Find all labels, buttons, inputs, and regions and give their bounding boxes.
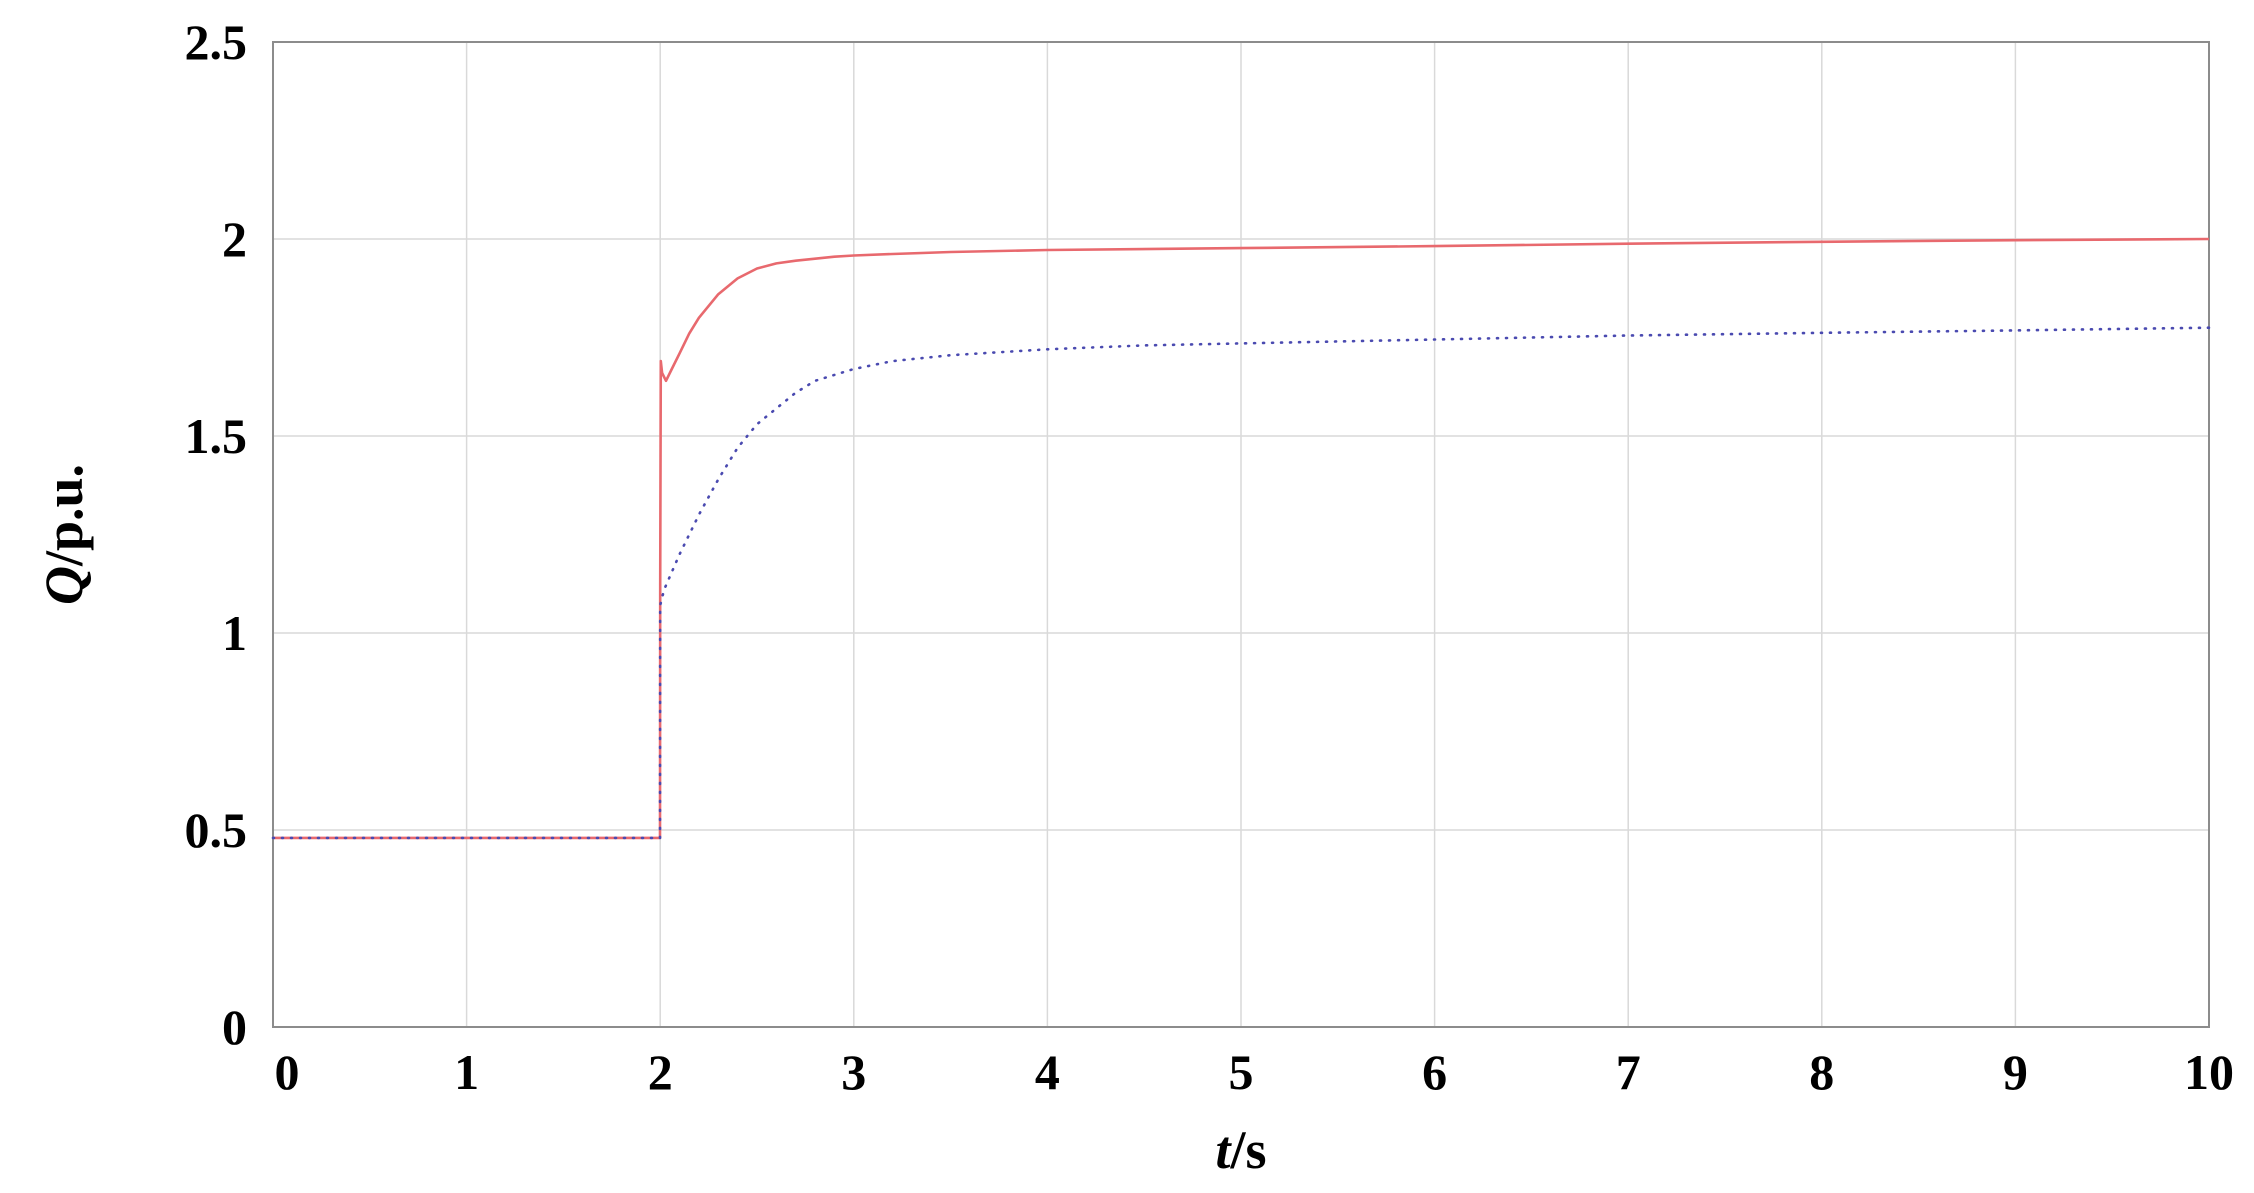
y-axis-label: Q/p.u.	[34, 464, 94, 605]
x-tick-label: 10	[2184, 1044, 2234, 1100]
x-tick-label: 9	[2003, 1044, 2028, 1100]
series-line-1	[273, 237, 2210, 840]
y-tick-label: 2	[222, 211, 247, 267]
y-tick-labels: 0 0.5 1 1.5 2 2.5	[185, 14, 248, 1055]
y-axis-label-symbol: Q	[34, 566, 94, 605]
x-tick-labels: 0 1 2 3 4 5 6 7 8 9 10	[275, 1044, 2235, 1100]
y-tick-label: 0.5	[185, 802, 248, 858]
x-tick-label: 8	[1809, 1044, 1834, 1100]
x-tick-label: 2	[648, 1044, 673, 1100]
x-tick-label: 1	[454, 1044, 479, 1100]
plot-frame	[272, 41, 2210, 1028]
x-tick-label: 0	[275, 1044, 300, 1100]
series-group	[271, 237, 2211, 840]
x-tick-label: 7	[1616, 1044, 1641, 1100]
x-tick-label: 3	[841, 1044, 866, 1100]
x-tick-label: 4	[1035, 1044, 1060, 1100]
x-axis-label: t/s	[1215, 1120, 1266, 1180]
x-tick-label: 5	[1229, 1044, 1254, 1100]
grid	[272, 41, 2210, 1028]
x-axis-label-symbol: t	[1215, 1120, 1232, 1180]
y-tick-label: 2.5	[185, 14, 248, 70]
y-tick-label: 1.5	[185, 408, 248, 464]
y-tick-label: 0	[222, 999, 247, 1055]
y-tick-label: 1	[222, 605, 247, 661]
x-tick-label: 6	[1422, 1044, 1447, 1100]
y-axis-label-unit: /p.u.	[34, 464, 94, 567]
x-axis-label-unit: /s	[1229, 1120, 1266, 1180]
